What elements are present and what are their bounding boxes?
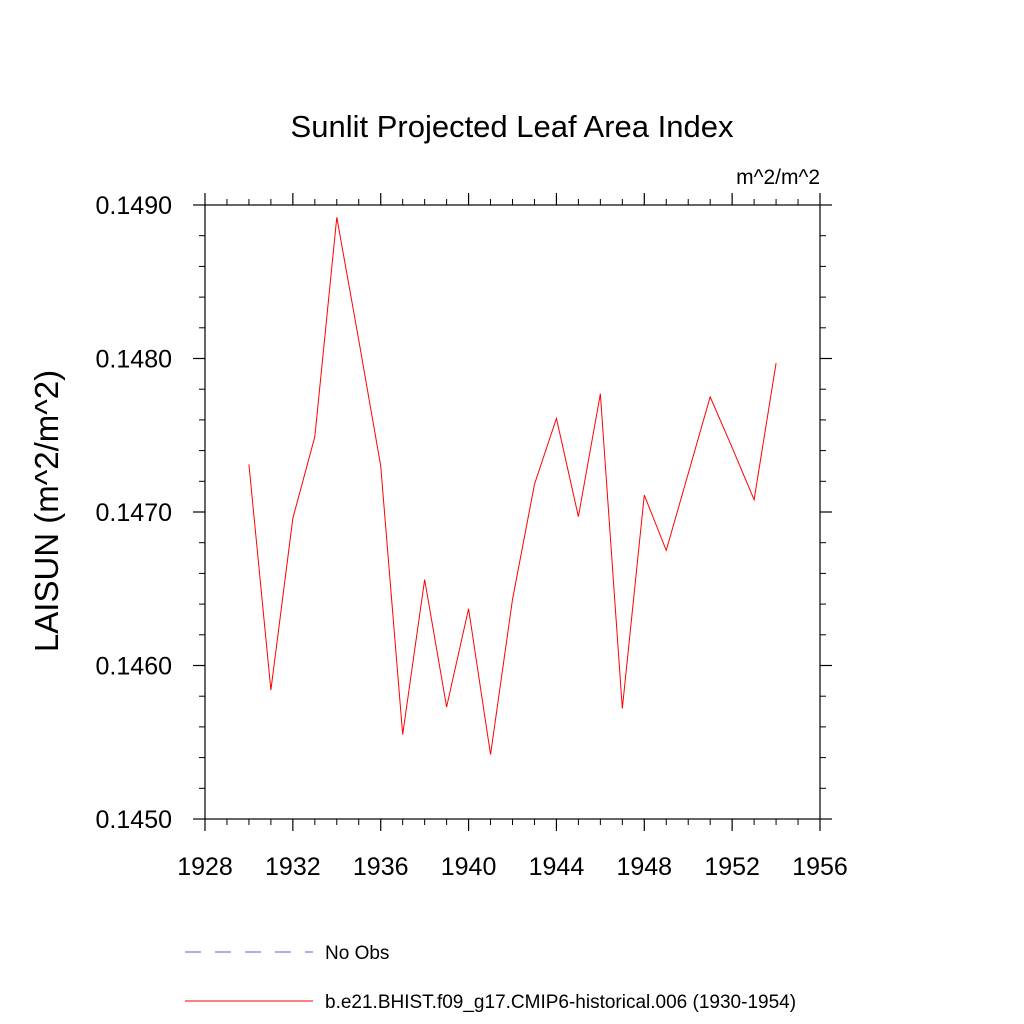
legend-label-0: No Obs — [325, 943, 389, 964]
series-line-0 — [248, 217, 777, 755]
legend-label-1: b.e21.BHIST.f09_g17.CMIP6-historical.006… — [325, 992, 796, 1013]
legend: No Obs b.e21.BHIST.f09_g17.CMIP6-historic… — [185, 943, 796, 1013]
x-tick-label: 1952 — [704, 853, 760, 881]
y-tick-label: 0.1490 — [96, 192, 172, 220]
units-label: m^2/m^2 — [736, 166, 820, 189]
series-layer — [248, 217, 777, 755]
x-tick-label: 1936 — [353, 853, 409, 881]
y-tick-label: 0.1470 — [96, 499, 172, 527]
y-axis-label: LAISUN (m^2/m^2) — [28, 370, 65, 652]
plot-frame — [204, 204, 821, 820]
y-tick-label: 0.1480 — [96, 346, 172, 374]
axis-ticks — [193, 193, 832, 831]
x-tick-label: 1948 — [616, 853, 672, 881]
x-tick-label: 1956 — [792, 853, 848, 881]
x-tick-label: 1928 — [177, 853, 233, 881]
x-tick-label: 1932 — [265, 853, 321, 881]
chart-title: Sunlit Projected Leaf Area Index — [291, 109, 734, 144]
x-tick-label: 1940 — [441, 853, 497, 881]
axis-tick-labels: 1928 1932 1936 1940 1944 1948 1952 1956 0.1450 0.… — [96, 192, 848, 881]
y-tick-label: 0.1450 — [96, 806, 172, 834]
x-tick-label: 1944 — [529, 853, 585, 881]
y-tick-label: 0.1460 — [96, 653, 172, 681]
